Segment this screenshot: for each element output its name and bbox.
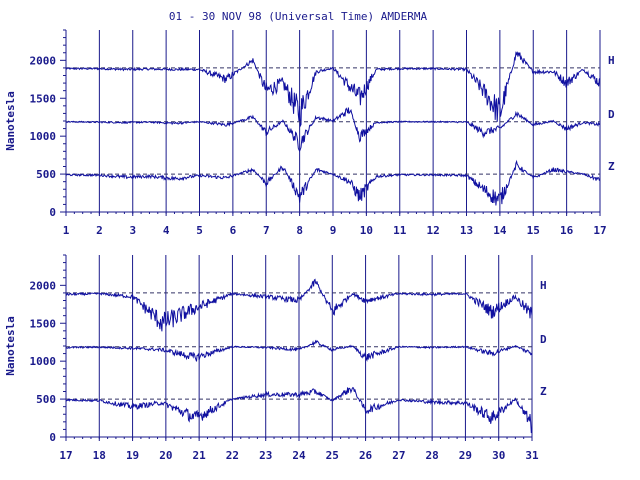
y-tick-label: 2000	[30, 279, 57, 292]
series-h-trace	[65, 51, 601, 128]
x-tick-label: 17	[593, 224, 606, 237]
y-axis-title: Nanotesla	[4, 91, 17, 151]
component-label-h: H	[608, 54, 615, 67]
x-tick-label: 26	[359, 449, 373, 462]
panel-bottom: 0 500 1000 1500 2000 17 18 19 20 21 22 23 24 25 26 27 28…	[4, 254, 547, 462]
y-tick-label: 2000	[30, 54, 57, 67]
x-tick-label: 1	[63, 224, 70, 237]
x-tick-label: 9	[330, 224, 337, 237]
x-tick-label: 5	[196, 224, 203, 237]
x-tick-label: 2	[96, 224, 103, 237]
x-tick-label: 21	[193, 449, 207, 462]
x-tick-label: 23	[259, 449, 272, 462]
component-label-z: Z	[540, 385, 547, 398]
x-tick-label: 4	[163, 224, 170, 237]
y-tick-label: 1000	[30, 355, 57, 368]
x-tick-label: 13	[460, 224, 473, 237]
x-tick-label: 12	[427, 224, 440, 237]
component-label-h: H	[540, 279, 547, 292]
component-label-z: Z	[608, 160, 615, 173]
x-tick-label: 19	[126, 449, 139, 462]
x-tick-label: 18	[93, 449, 106, 462]
x-tick-label: 30	[492, 449, 505, 462]
y-axis-title: Nanotesla	[4, 316, 17, 376]
x-tick-label: 29	[459, 449, 472, 462]
x-tick-label: 16	[560, 224, 574, 237]
series-z-trace	[65, 159, 600, 206]
component-label-d: D	[608, 108, 615, 121]
y-tick-label: 500	[36, 168, 56, 181]
series-z-trace	[65, 386, 533, 434]
x-tick-label: 15	[527, 224, 540, 237]
x-tick-label: 31	[525, 449, 539, 462]
x-tick-label: 10	[360, 224, 373, 237]
x-tick-label: 17	[59, 449, 72, 462]
y-tick-label: 1000	[30, 130, 57, 143]
component-label-d: D	[540, 333, 547, 346]
y-tick-label: 1500	[30, 317, 57, 330]
x-tick-label: 8	[296, 224, 303, 237]
x-tick-label: 7	[263, 224, 270, 237]
series-h-trace	[66, 278, 533, 332]
x-tick-label: 20	[159, 449, 172, 462]
x-tick-label: 11	[393, 224, 407, 237]
y-tick-label: 500	[36, 393, 56, 406]
chart-title: 01 - 30 NOV 98 (Universal Time) AMDERMA	[169, 10, 428, 23]
x-tick-label: 24	[292, 449, 306, 462]
x-tick-label: 3	[129, 224, 136, 237]
x-tick-label: 28	[426, 449, 439, 462]
y-tick-label: 0	[49, 206, 56, 219]
x-tick-label: 22	[226, 449, 239, 462]
y-tick-label: 1500	[30, 92, 57, 105]
x-tick-label: 14	[493, 224, 507, 237]
x-tick-label: 27	[392, 449, 405, 462]
series-d-trace	[65, 339, 533, 362]
series-d-trace	[65, 107, 601, 153]
y-tick-label: 0	[49, 431, 56, 444]
x-tick-label: 25	[326, 449, 339, 462]
x-tick-label: 6	[230, 224, 237, 237]
